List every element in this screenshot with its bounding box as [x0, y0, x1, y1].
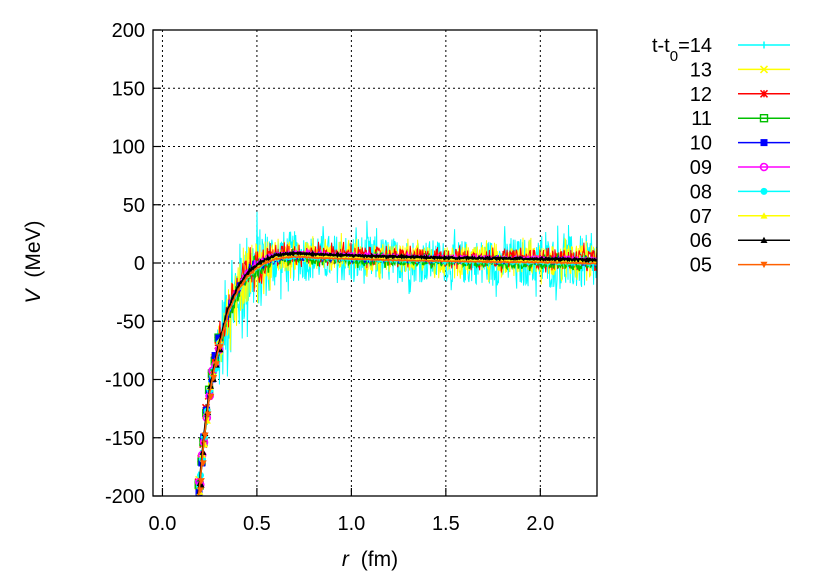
legend-label: 07 — [690, 206, 712, 228]
y-tick-label: 0 — [134, 253, 145, 275]
data-point-05 — [204, 411, 212, 418]
legend-label: 09 — [690, 157, 712, 179]
legend-marker — [760, 139, 768, 147]
y-tick-label: -150 — [105, 428, 145, 450]
legend-label: 08 — [690, 181, 712, 203]
legend-marker — [759, 162, 769, 172]
x-axis-label: r (fm) — [342, 548, 398, 571]
series-line-12 — [197, 241, 597, 495]
data-point-05 — [216, 344, 224, 351]
legend-marker — [759, 65, 769, 74]
data-point-05 — [196, 487, 204, 494]
data-point-10 — [211, 352, 219, 360]
plot-frame — [152, 29, 598, 497]
legend-marker — [759, 89, 769, 98]
y-axis-label: V (MeV) — [22, 220, 45, 303]
x-ticks: 0.0 0.5 1.0 1.5 2.0 — [149, 488, 554, 535]
x-tick-label: 0.0 — [149, 513, 177, 535]
legend-label: 11 — [691, 108, 712, 130]
legend-entry-10: 10 — [690, 133, 790, 155]
legend-label: 06 — [690, 230, 712, 252]
legend-title-sub: 0 — [670, 48, 678, 65]
data-point-05 — [201, 432, 209, 439]
x-tick-label: 2.0 — [526, 513, 554, 535]
y-tick-label: 150 — [112, 78, 145, 100]
y-axis-unit: (MeV) — [22, 220, 45, 277]
y-tick-label: 50 — [123, 195, 145, 217]
legend-marker — [760, 261, 768, 269]
data-point-10 — [215, 334, 223, 342]
series-line-05 — [197, 255, 597, 496]
legend-title-suffix: =14 — [678, 35, 712, 57]
x-tick-label: 1.5 — [432, 513, 460, 535]
x-tick-label: 0.5 — [243, 513, 271, 535]
data-point-05 — [210, 375, 218, 382]
legend-label: t-t0=14 — [652, 35, 712, 65]
legend-label: 13 — [690, 59, 712, 81]
y-tick-label: 100 — [112, 137, 145, 159]
series-line-06 — [197, 249, 597, 495]
y-tick-label: -200 — [105, 486, 145, 508]
legend-entry-08: 08 — [690, 181, 790, 203]
series-05 — [196, 255, 597, 496]
series-10 — [195, 250, 597, 496]
legend-title-prefix: t-t — [652, 35, 670, 57]
series-06 — [196, 249, 597, 495]
y-tick-label: -100 — [105, 370, 145, 392]
legend-label: 10 — [690, 133, 712, 155]
legend-entry-13: 13 — [690, 59, 790, 81]
x-axis-unit: (fm) — [361, 548, 398, 571]
legend-label: 12 — [690, 84, 712, 106]
x-tick-label: 1.0 — [337, 513, 365, 535]
legend-entry-11: 11 — [691, 108, 790, 130]
data-point-05 — [199, 460, 207, 467]
legend-marker — [759, 113, 769, 123]
series-line-13 — [197, 232, 597, 496]
legend-marker — [760, 187, 768, 195]
legend-entry-09: 09 — [690, 157, 790, 179]
y-axis-var: V — [22, 288, 45, 304]
legend-entry-12: 12 — [690, 84, 790, 106]
legend-label: 05 — [690, 255, 712, 277]
legend-marker — [760, 212, 768, 219]
series-layer — [194, 211, 597, 496]
legend-entry-07: 07 — [690, 206, 790, 228]
series-09 — [194, 247, 597, 495]
data-point-05 — [212, 361, 220, 368]
x-axis-var: r — [342, 548, 350, 571]
data-point-05 — [207, 393, 215, 401]
legend-entry-06: 06 — [690, 230, 790, 252]
legend-marker — [760, 236, 768, 243]
legend-entry-14: t-t0=14 — [652, 35, 790, 65]
y-tick-label: 200 — [112, 20, 145, 42]
y-ticks: 200 150 100 50 0 -50 -100 -150 -200 — [105, 20, 161, 508]
series-08 — [196, 252, 597, 496]
y-tick-label: -50 — [116, 311, 145, 333]
data-point-05 — [197, 478, 205, 485]
legend-entry-05: 05 — [690, 255, 790, 277]
